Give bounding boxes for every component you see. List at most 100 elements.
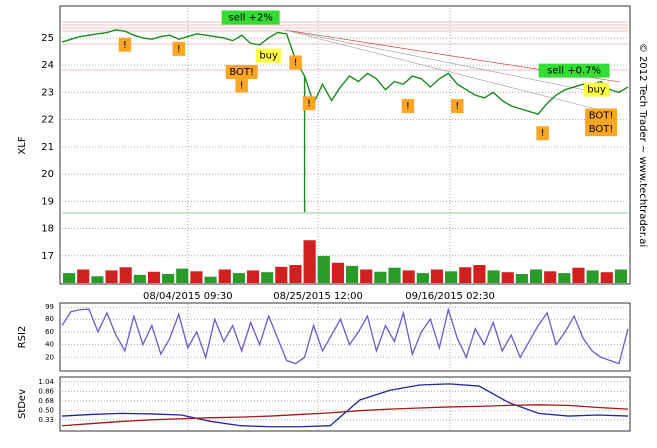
y-axis-label: StDev <box>17 389 28 419</box>
annotation-box <box>221 10 280 25</box>
y-tick-label: 0.68 <box>38 397 54 405</box>
annotation: BOT! <box>589 124 614 135</box>
annotation: BOT! <box>229 67 254 78</box>
annotation: ! <box>455 101 459 112</box>
annotation-box <box>536 126 549 141</box>
x-tick-label: 08/25/2015 12:00 <box>273 291 363 302</box>
volume-bar <box>105 270 118 283</box>
y-tick-label: 24 <box>41 60 54 71</box>
price-frame <box>59 5 631 285</box>
volume-bar <box>218 269 231 283</box>
volume-bar <box>190 271 203 283</box>
y-tick-label: 60 <box>45 328 54 336</box>
series-line <box>61 404 629 427</box>
volume-bar <box>544 271 557 283</box>
volume-bar <box>600 272 613 283</box>
volume-bar <box>459 267 472 283</box>
volume-bar <box>232 273 245 283</box>
x-tick-label: 09/16/2015 02:30 <box>405 291 495 302</box>
y-tick-label: 0.86 <box>38 387 54 395</box>
volume-bar <box>529 269 543 283</box>
volume-bar <box>586 270 599 283</box>
volume-bar <box>162 274 175 283</box>
annotation: ! <box>541 128 545 139</box>
price-line <box>61 29 629 115</box>
annotation-box <box>451 99 464 114</box>
annotation: ! <box>294 57 298 68</box>
volume-bar <box>402 270 415 283</box>
volume-bar <box>558 273 571 283</box>
y-tick-label: 20 <box>41 169 54 180</box>
y-tick-label: 80 <box>45 315 54 323</box>
volume-bar <box>374 271 387 283</box>
rsi-frame <box>59 302 631 372</box>
volume-bar <box>346 265 359 283</box>
annotation: sell +0.7% <box>547 66 601 77</box>
y-tick-label: 99 <box>45 303 54 311</box>
volume-bar <box>133 274 146 283</box>
volume-bar <box>119 267 132 283</box>
volume-bar <box>261 272 274 283</box>
volume-bar <box>388 267 401 283</box>
y-axis-label: XLF <box>17 136 28 154</box>
annotation: ! <box>307 98 311 109</box>
volume-bar <box>289 265 302 283</box>
y-tick-label: 19 <box>41 196 54 207</box>
x-tick-label: 08/04/2015 09:30 <box>143 291 233 302</box>
annotation-box <box>289 55 302 70</box>
y-tick-label: 18 <box>41 224 54 235</box>
y-tick-label: 0.33 <box>38 416 54 424</box>
y-tick-label: 0.50 <box>38 407 54 415</box>
annotation-box <box>302 96 316 111</box>
annotation: ! <box>177 44 181 55</box>
annotation-box <box>401 99 415 114</box>
stdev-frame <box>59 376 631 432</box>
y-tick-label: 20 <box>45 353 54 361</box>
annotation: ! <box>406 101 410 112</box>
volume-bar <box>572 267 585 283</box>
y-axis-label: RSI2 <box>17 326 28 349</box>
volume-bar <box>445 271 458 283</box>
volume-bar <box>614 269 627 283</box>
volume-bar <box>147 271 161 283</box>
volume-bar <box>176 268 189 283</box>
volume-bar <box>501 272 514 283</box>
annotation-box <box>585 122 618 137</box>
annotation-box <box>235 78 248 93</box>
y-tick-label: 21 <box>41 142 54 153</box>
volume-bar <box>63 273 76 283</box>
annotation: ! <box>240 81 244 92</box>
y-tick-label: 40 <box>45 341 54 349</box>
volume-bar <box>246 270 260 283</box>
series-line <box>61 383 629 428</box>
volume-bar <box>91 276 104 283</box>
annotation-box <box>172 41 186 56</box>
volume-bar <box>360 269 373 283</box>
annotation: buy <box>587 85 606 96</box>
annotation: BOT! <box>589 111 614 122</box>
volume-bar <box>77 269 90 283</box>
volume-bar <box>317 256 330 283</box>
volume-bar <box>303 240 316 283</box>
volume-bar <box>331 262 344 283</box>
volume-bar <box>473 265 486 283</box>
y-tick-label: 23 <box>41 87 54 98</box>
volume-bar <box>204 276 217 283</box>
annotation: buy <box>259 51 278 62</box>
volume-bar <box>515 274 528 283</box>
annotation-box <box>583 82 610 97</box>
annotation-box <box>255 48 282 63</box>
volume-bar <box>416 273 429 283</box>
y-tick-label: 25 <box>41 33 54 44</box>
y-tick-label: 17 <box>41 251 54 262</box>
annotation-box <box>118 37 132 52</box>
annotation-box <box>225 64 258 79</box>
annotation: ! <box>123 40 127 51</box>
annotation-box <box>538 63 610 78</box>
y-tick-label: 1.04 <box>38 378 54 386</box>
watermark: © 2012 Tech Trader ~ www.techtrader.ai <box>637 43 648 247</box>
series-line <box>61 307 629 365</box>
volume-bar <box>430 269 444 283</box>
